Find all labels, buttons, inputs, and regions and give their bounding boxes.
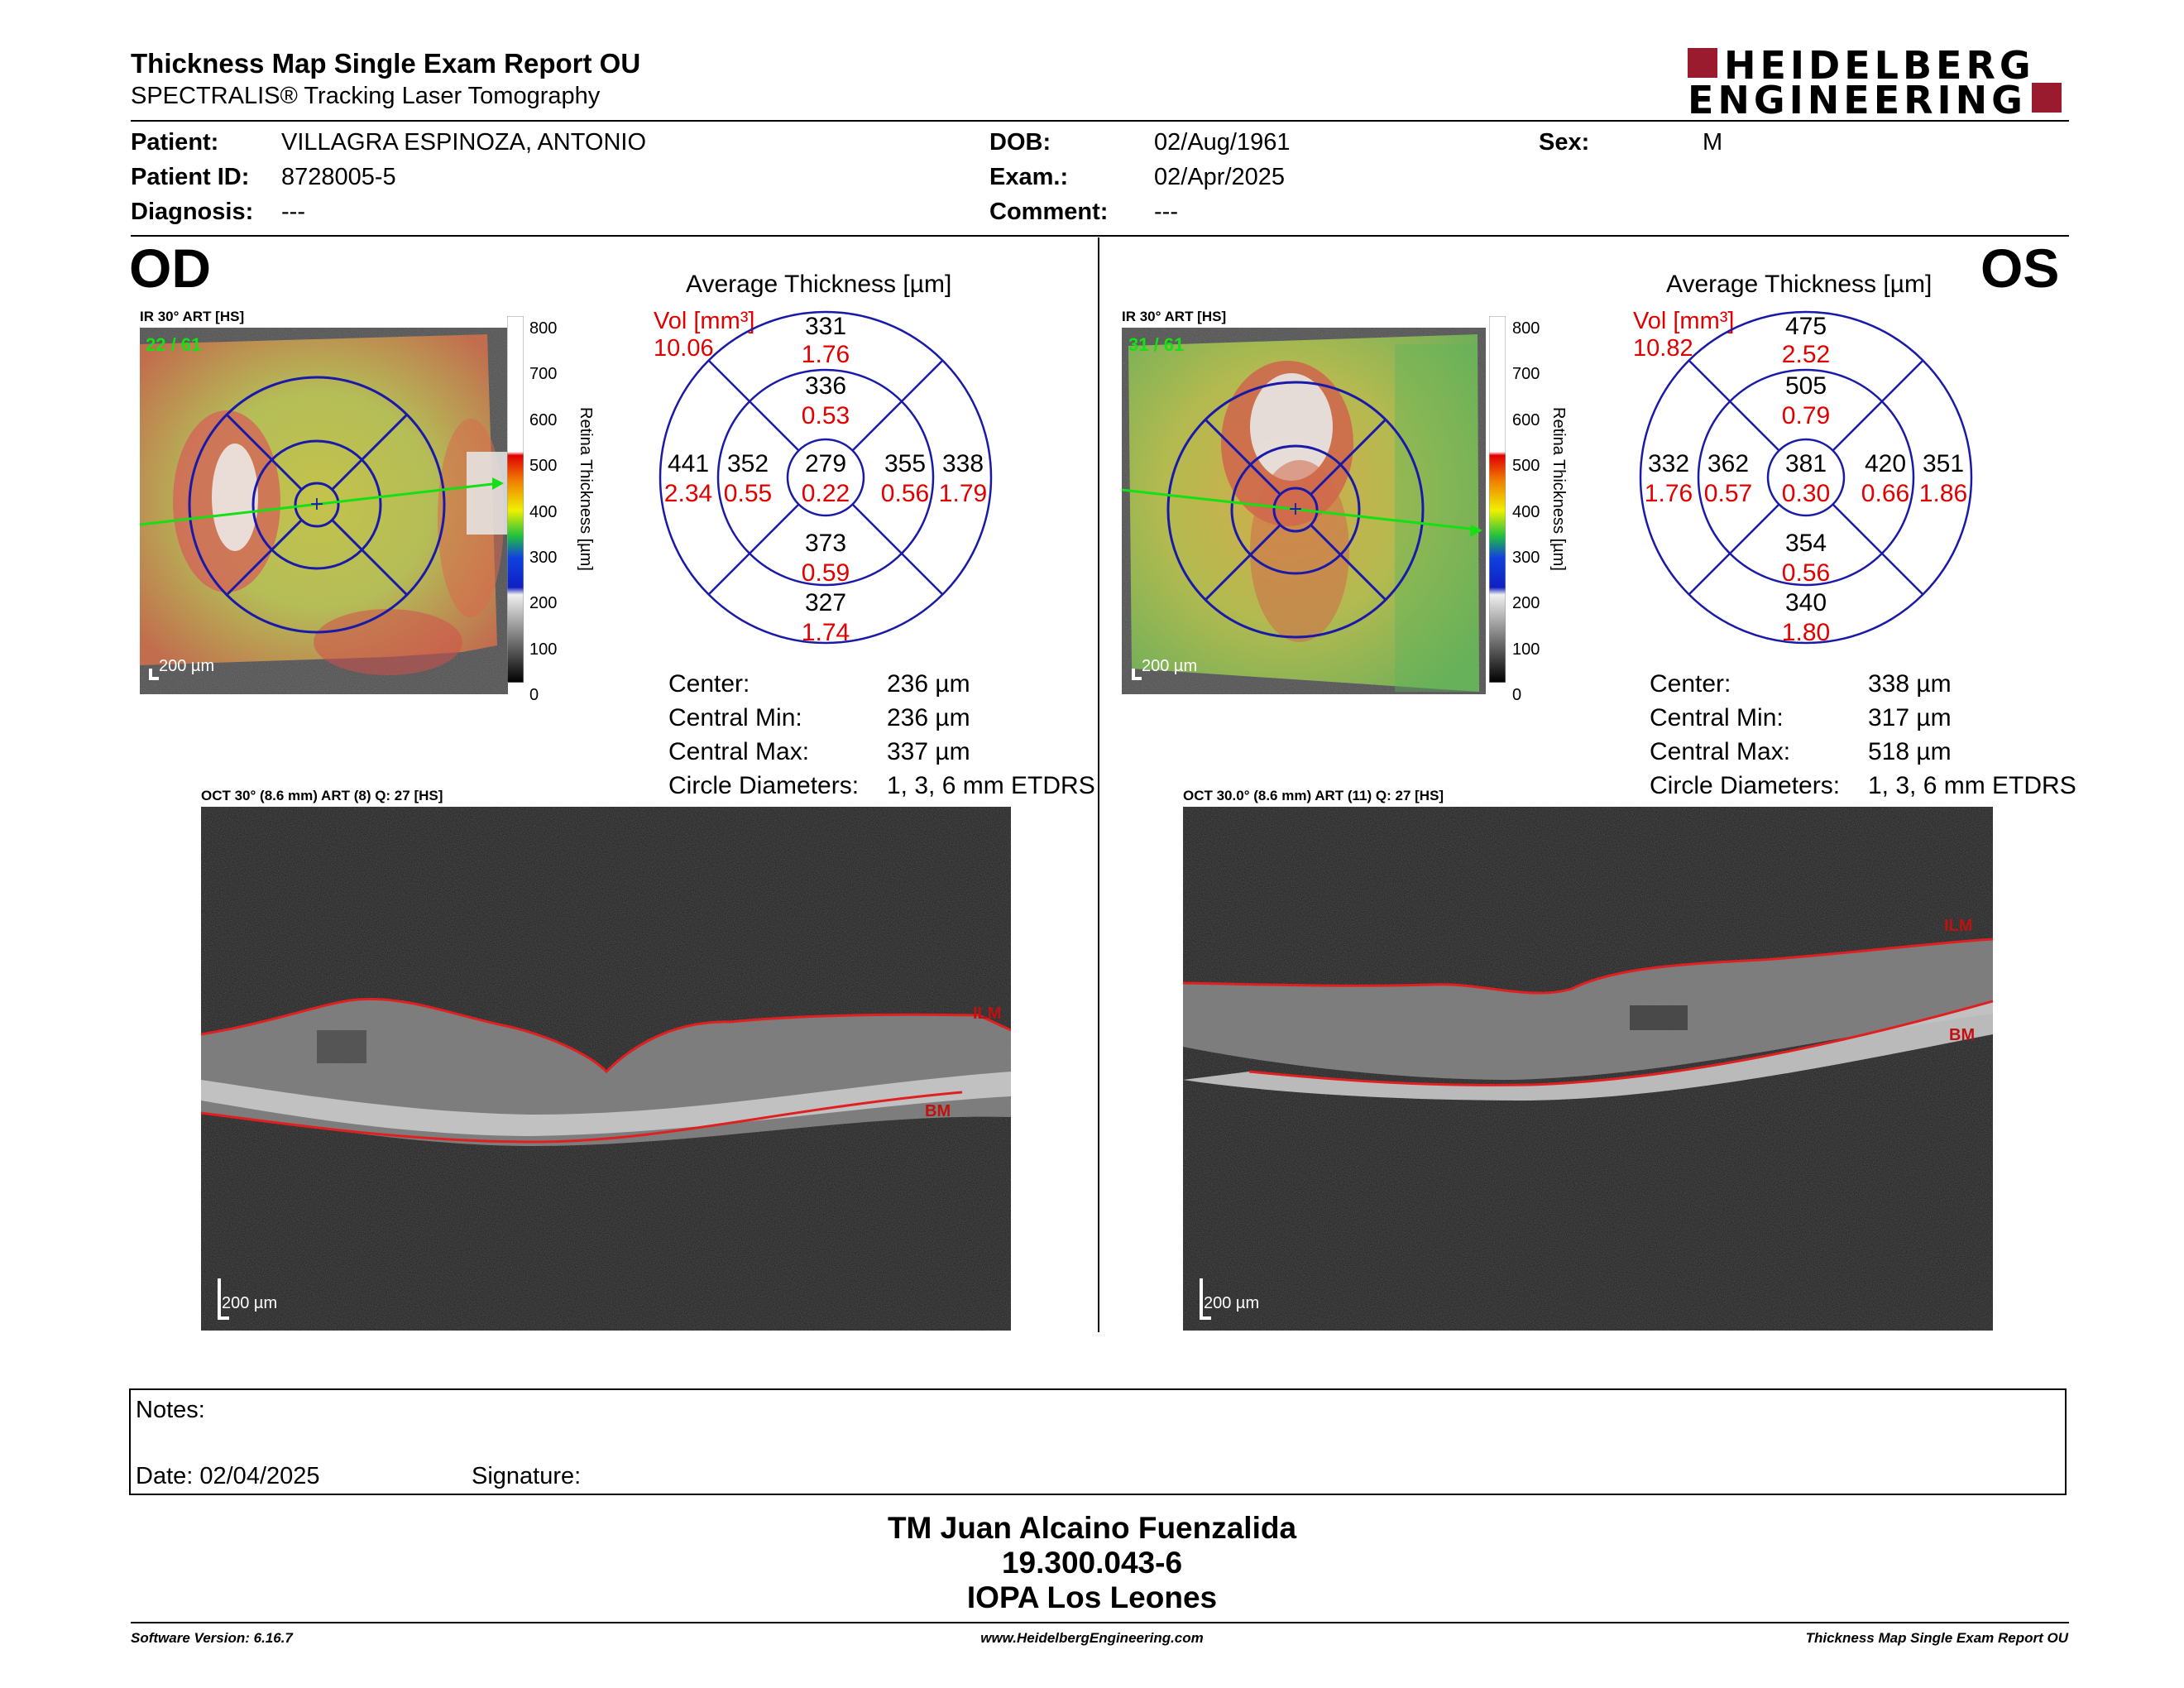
os-oct-label: OCT 30.0° (8.6 mm) ART (11) Q: 27 [HS] [1183, 788, 1444, 803]
exam-label: Exam.: [989, 164, 1069, 190]
od-bm-label: BM [925, 1102, 951, 1120]
patient-name: VILLAGRA ESPINOZA, ANTONIO [281, 129, 647, 156]
od-avg-title: Average Thickness [µm] [686, 271, 952, 298]
os-colorbar [1488, 315, 1506, 683]
footer-report-name: Thickness Map Single Exam Report OU [1805, 1630, 2068, 1646]
svg-text:+: + [309, 494, 324, 515]
os-bm-line [1248, 1000, 1993, 1086]
od-thickness-map: + [140, 328, 508, 694]
od-ilm-label: ILM [973, 1005, 1002, 1023]
heidelberg-logo: HEIDELBERG ENGINEERING [1688, 43, 2068, 122]
sex-label: Sex: [1539, 129, 1590, 156]
od-bm-line [201, 1091, 963, 1144]
report-title: Thickness Map Single Exam Report OU [131, 48, 641, 79]
exam-date: 02/Apr/2025 [1154, 164, 1286, 190]
signer-institution: IOPA Los Leones [966, 1580, 1218, 1614]
os-slice-counter: 31 / 61 [1128, 334, 1185, 355]
svg-text:+: + [1288, 499, 1303, 520]
os-oct-scale: 200 µm [1204, 1294, 1260, 1312]
os-colorbar-ticks: 800 700 600 500 400 300 200 100 0 [1512, 319, 1540, 705]
os-colorbar-title: Retina Thickness [µm] [1549, 407, 1568, 571]
od-slice-counter: 22 / 61 [146, 334, 202, 355]
comment-value: --- [1154, 199, 1178, 225]
report-subtitle: SPECTRALIS® Tracking Laser Tomography [131, 83, 601, 109]
os-eye-label: OS [1980, 237, 2060, 299]
diagnosis-label: Diagnosis: [131, 199, 254, 225]
os-thickness-map: + [1122, 328, 1486, 694]
os-scan-line [1122, 488, 1478, 531]
os-bm-label: BM [1949, 1026, 1976, 1044]
od-scan-line [140, 482, 500, 526]
os-ilm-line [1183, 938, 1993, 995]
od-colorbar-ticks: 800 700 600 500 400 300 200 100 0 [529, 319, 558, 705]
patient-id-label: Patient ID: [131, 164, 250, 190]
od-map-scale: 200 µm [159, 657, 215, 675]
od-etdrs-grid [188, 376, 446, 634]
notes-label: Notes: [136, 1397, 205, 1423]
notes-date: Date: 02/04/2025 [136, 1463, 320, 1489]
os-avg-title: Average Thickness [µm] [1666, 271, 1933, 298]
os-vol-value: 10.82 [1633, 335, 1693, 362]
od-eye-label: OD [129, 237, 211, 299]
os-etdrs-chart [1639, 310, 1973, 645]
logo-line1: HEIDELBERG [1724, 43, 2035, 88]
os-ir-label: IR 30° ART [HS] [1122, 309, 1227, 324]
os-etdrs-grid [1166, 381, 1425, 639]
od-vol-value: 10.06 [654, 335, 714, 362]
sex-value: M [1703, 129, 1723, 156]
os-vol-label: Vol [mm³] [1633, 308, 1735, 334]
os-oct-bscan [1183, 807, 1993, 1331]
od-colorbar-title: Retina Thickness [µm] [577, 407, 595, 571]
signer-rut: 19.300.043-6 [1001, 1546, 1183, 1580]
od-ir-label: IR 30° ART [HS] [140, 309, 245, 324]
footer-software-version: Software Version: 6.16.7 [131, 1630, 293, 1646]
od-ilm-line [201, 997, 1011, 1074]
od-oct-label: OCT 30° (8.6 mm) ART (8) Q: 27 [HS] [201, 788, 443, 803]
signature-label: Signature: [472, 1463, 582, 1489]
od-colorbar [506, 315, 524, 683]
diagnosis-value: --- [281, 199, 305, 225]
od-etdrs-chart [659, 310, 993, 645]
footer-url[interactable]: www.HeidelbergEngineering.com [980, 1630, 1204, 1646]
comment-label: Comment: [989, 199, 1109, 225]
signer-name: TM Juan Alcaino Fuenzalida [887, 1511, 1297, 1545]
dob-label: DOB: [989, 129, 1051, 156]
od-vol-label: Vol [mm³] [654, 308, 755, 334]
os-ilm-label: ILM [1944, 917, 1973, 935]
logo-line2: ENGINEERING [1688, 78, 2027, 122]
od-oct-bscan [201, 807, 1011, 1331]
os-map-scale: 200 µm [1142, 657, 1198, 675]
dob-value: 02/Aug/1961 [1154, 129, 1291, 156]
od-oct-scale: 200 µm [222, 1294, 278, 1312]
notes-box[interactable]: Notes: Date: 02/04/2025 Signature: [129, 1388, 2067, 1495]
patient-id: 8728005-5 [281, 164, 396, 190]
patient-label: Patient: [131, 129, 219, 156]
